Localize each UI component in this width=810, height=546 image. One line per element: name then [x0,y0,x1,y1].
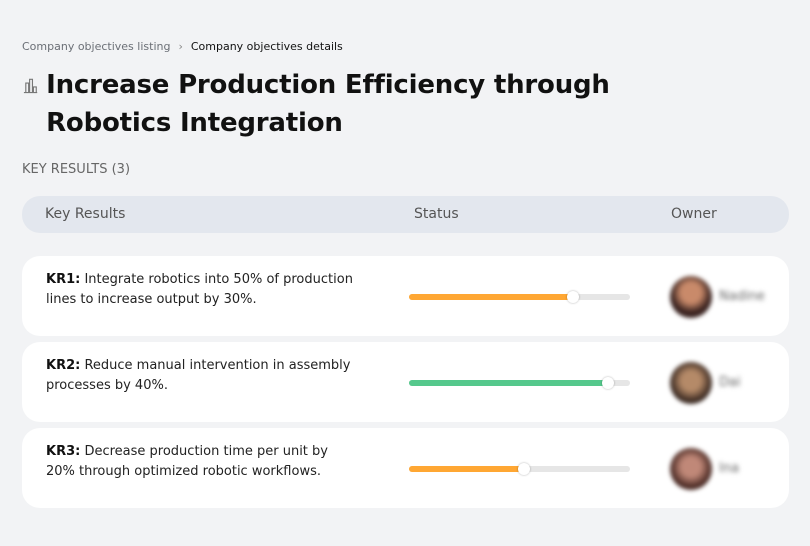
key-result-description: Integrate robotics into 50% of productio… [46,272,353,307]
progress-slider[interactable] [409,291,630,303]
breadcrumb: Company objectives listing › Company obj… [22,40,343,53]
key-results-count: KEY RESULTS (3) [22,162,131,177]
avatar [670,362,712,404]
key-result-row[interactable]: KR1: Integrate robotics into 50% of prod… [22,256,789,336]
avatar [670,276,712,318]
progress-thumb[interactable] [601,377,614,389]
key-result-text: KR2: Reduce manual intervention in assem… [46,356,356,396]
progress-thumb[interactable] [566,291,579,303]
key-result-description: Decrease production time per unit by 20%… [46,444,328,479]
breadcrumb-parent-link[interactable]: Company objectives listing [22,40,171,53]
key-result-text: KR1: Integrate robotics into 50% of prod… [46,270,356,310]
owner-name: Ina [719,461,740,476]
breadcrumb-current: Company objectives details [190,40,343,53]
avatar [670,448,712,490]
table-header: Key Results Status Owner [22,196,789,233]
breadcrumb-separator: › [178,40,183,53]
progress-fill [409,294,573,300]
header-key-results: Key Results [45,206,126,222]
progress-thumb[interactable] [517,463,530,475]
key-result-text: KR3: Decrease production time per unit b… [46,442,356,482]
progress-fill [409,380,608,386]
owner-name: Dai [719,375,741,390]
progress-slider[interactable] [409,463,630,475]
progress-fill [409,466,524,472]
key-result-id: KR1: [46,272,81,287]
building-chart-icon [23,78,38,94]
key-result-id: KR2: [46,358,81,373]
page-title: Increase Production Efficiency through R… [46,70,610,138]
header-owner: Owner [671,206,717,222]
key-result-description: Reduce manual intervention in assembly p… [46,358,351,393]
header-status: Status [414,206,459,222]
page-header: Increase Production Efficiency through R… [22,66,722,142]
key-result-row[interactable]: KR2: Reduce manual intervention in assem… [22,342,789,422]
key-result-row[interactable]: KR3: Decrease production time per unit b… [22,428,789,508]
progress-slider[interactable] [409,377,630,389]
owner-name: Nadine [719,289,765,304]
key-result-id: KR3: [46,444,81,459]
